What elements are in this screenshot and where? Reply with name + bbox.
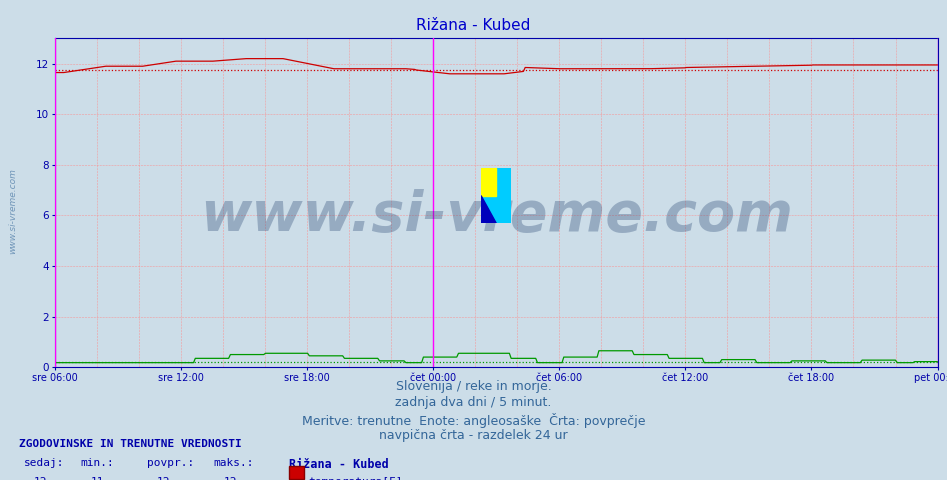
Text: 12: 12 <box>157 477 170 480</box>
Text: 11: 11 <box>91 477 104 480</box>
Text: zadnja dva dni / 5 minut.: zadnja dva dni / 5 minut. <box>395 396 552 409</box>
Text: temperatura[F]: temperatura[F] <box>309 477 403 480</box>
Text: Meritve: trenutne  Enote: angleosaške  Črta: povprečje: Meritve: trenutne Enote: angleosaške Črt… <box>302 413 645 428</box>
Text: www.si-vreme.com: www.si-vreme.com <box>200 189 793 243</box>
Text: Rižana - Kubed: Rižana - Kubed <box>417 18 530 33</box>
Text: maks.:: maks.: <box>213 458 254 468</box>
Text: min.:: min.: <box>80 458 115 468</box>
Text: 12: 12 <box>223 477 237 480</box>
Text: www.si-vreme.com: www.si-vreme.com <box>8 168 17 254</box>
Text: povpr.:: povpr.: <box>147 458 194 468</box>
Bar <box>481 168 496 196</box>
Text: 12: 12 <box>34 477 47 480</box>
Text: navpična črta - razdelek 24 ur: navpična črta - razdelek 24 ur <box>379 429 568 442</box>
Text: Slovenija / reke in morje.: Slovenija / reke in morje. <box>396 380 551 393</box>
Text: ZGODOVINSKE IN TRENUTNE VREDNOSTI: ZGODOVINSKE IN TRENUTNE VREDNOSTI <box>19 439 241 449</box>
Polygon shape <box>481 196 496 223</box>
Text: Rižana - Kubed: Rižana - Kubed <box>289 458 388 471</box>
Text: sedaj:: sedaj: <box>24 458 64 468</box>
